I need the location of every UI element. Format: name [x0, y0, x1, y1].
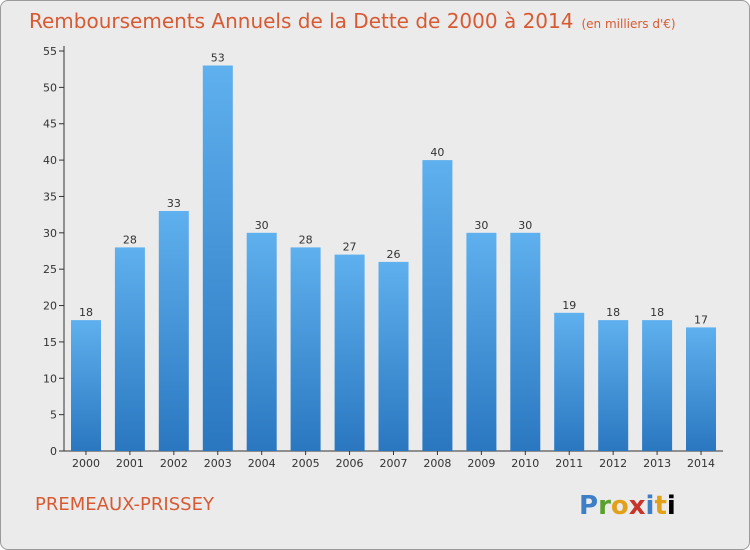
y-tick-label: 10 — [43, 372, 57, 385]
bar-2007 — [378, 261, 409, 451]
x-tick-label-2006: 2006 — [336, 457, 364, 470]
bar-2012 — [598, 320, 629, 451]
x-tick-label-2011: 2011 — [555, 457, 583, 470]
x-tick-label-2010: 2010 — [511, 457, 539, 470]
value-label-2000: 18 — [79, 306, 93, 319]
x-tick-label-2009: 2009 — [467, 457, 495, 470]
bar-2010 — [510, 232, 541, 451]
y-tick-label: 55 — [43, 45, 57, 58]
y-tick-label: 20 — [43, 300, 57, 313]
bar-2000 — [71, 320, 101, 451]
x-tick-label-2003: 2003 — [204, 457, 232, 470]
value-label-2010: 30 — [518, 219, 532, 232]
value-label-2008: 40 — [430, 146, 444, 159]
bar-2001 — [114, 247, 145, 451]
bar-2002 — [158, 211, 189, 451]
x-tick-label-2014: 2014 — [687, 457, 715, 470]
y-tick-label: 5 — [50, 409, 57, 422]
y-tick-label: 25 — [43, 263, 57, 276]
value-label-2001: 28 — [123, 233, 137, 246]
value-label-2009: 30 — [474, 219, 488, 232]
bar-2006 — [334, 254, 365, 451]
x-tick-label-2013: 2013 — [643, 457, 671, 470]
value-label-2014: 17 — [694, 313, 708, 326]
bar-2004 — [246, 232, 277, 451]
x-tick-label-2007: 2007 — [380, 457, 408, 470]
value-label-2012: 18 — [606, 306, 620, 319]
value-label-2013: 18 — [650, 306, 664, 319]
value-label-2004: 30 — [255, 219, 269, 232]
x-tick-label-2008: 2008 — [423, 457, 451, 470]
y-tick-label: 40 — [43, 154, 57, 167]
x-tick-label-2012: 2012 — [599, 457, 627, 470]
bar-2014 — [686, 327, 716, 451]
value-label-2006: 27 — [343, 241, 357, 254]
y-tick-label: 30 — [43, 227, 57, 240]
y-tick-label: 35 — [43, 190, 57, 203]
bar-2009 — [466, 232, 497, 451]
chart-unit: (en milliers d'€) — [581, 17, 676, 31]
x-tick-label-2002: 2002 — [160, 457, 188, 470]
commune-name: PREMEAUX-PRISSEY — [35, 494, 214, 515]
value-label-2003: 53 — [211, 52, 225, 65]
bar-2008 — [422, 160, 453, 451]
y-tick-label: 50 — [43, 81, 57, 94]
bar-2011 — [554, 312, 585, 451]
value-label-2002: 33 — [167, 197, 181, 210]
chart-title-text: Remboursements Annuels de la Dette de 20… — [29, 9, 574, 33]
proxiti-logo: Proxiti — [579, 491, 676, 521]
value-label-2007: 26 — [387, 248, 401, 261]
y-tick-label: 15 — [43, 336, 57, 349]
bar-2013 — [642, 320, 673, 451]
x-tick-label-2005: 2005 — [292, 457, 320, 470]
y-tick-label: 0 — [50, 445, 57, 458]
x-tick-label-2001: 2001 — [116, 457, 144, 470]
x-tick-label-2004: 2004 — [248, 457, 276, 470]
y-tick-label: 45 — [43, 118, 57, 131]
chart-title: Remboursements Annuels de la Dette de 20… — [29, 9, 676, 33]
value-label-2011: 19 — [562, 299, 576, 312]
x-tick-label-2000: 2000 — [72, 457, 100, 470]
bar-2005 — [290, 247, 321, 451]
bar-2003 — [202, 65, 233, 451]
value-label-2005: 28 — [299, 233, 313, 246]
